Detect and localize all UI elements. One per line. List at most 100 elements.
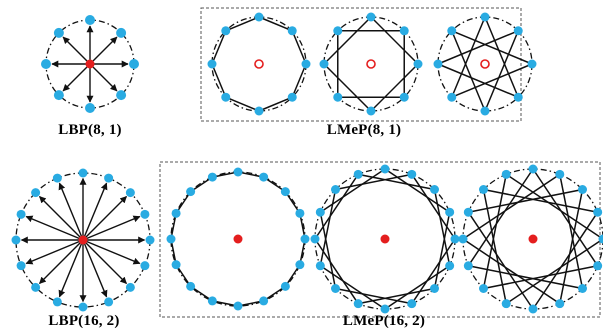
neighbor-dot xyxy=(145,235,155,245)
neighbor-dot xyxy=(104,173,114,183)
neighbor-dot xyxy=(333,92,343,102)
neighbor-dot xyxy=(429,283,439,293)
neighbor-link-line xyxy=(468,188,583,213)
neighbor-dot xyxy=(125,282,135,292)
neighbor-dot xyxy=(480,12,490,22)
neighbor-dot xyxy=(501,299,511,309)
lmep-16-2-step1-diagram xyxy=(166,167,310,311)
neighbor-dot xyxy=(140,261,150,271)
neighbor-link-line xyxy=(532,168,599,267)
neighbor-link-line xyxy=(505,238,603,305)
neighbor-dot xyxy=(577,185,587,195)
neighbor-link-line xyxy=(483,188,598,213)
neighbor-dot xyxy=(254,12,264,22)
neighbor-dot xyxy=(310,234,320,244)
neighbor-link-line xyxy=(462,238,561,305)
caption-lmep-16-2: LMeP(16, 2) xyxy=(342,313,426,329)
neighbor-dot xyxy=(447,26,457,36)
arrow-line xyxy=(82,239,127,284)
neighbor-dot xyxy=(445,207,455,217)
neighbor-dot xyxy=(221,26,231,36)
neighbor-dot xyxy=(53,90,64,101)
neighbor-dot xyxy=(463,207,473,217)
neighbor-dot xyxy=(366,106,376,116)
neighbor-link-line xyxy=(291,30,307,65)
neighbor-link-line xyxy=(211,30,227,65)
neighbor-dot xyxy=(116,27,127,38)
center-dot xyxy=(366,59,376,69)
neighbor-dot xyxy=(186,187,196,197)
neighbor-link-line xyxy=(467,168,534,267)
arrow-line xyxy=(58,182,84,241)
center-dot xyxy=(78,235,88,245)
neighbor-dot xyxy=(31,188,41,198)
neighbor-link-line xyxy=(467,211,534,310)
neighbor-dot xyxy=(598,234,603,244)
caption-lbp-8-1: LBP(8, 1) xyxy=(58,122,122,138)
arrow-line xyxy=(62,63,91,92)
neighbor-link-line xyxy=(319,212,337,289)
neighbor-dot xyxy=(259,296,269,306)
neighbor-dot xyxy=(116,90,127,101)
neighbor-dot xyxy=(129,59,139,69)
neighbor-dot xyxy=(407,169,417,179)
arrow-line xyxy=(82,196,127,241)
neighbor-link-line xyxy=(505,173,603,240)
neighbor-dot xyxy=(280,187,290,197)
neighbor-dot xyxy=(458,234,468,244)
neighbor-dot xyxy=(353,299,363,309)
neighbor-dot xyxy=(399,26,409,36)
neighbor-dot xyxy=(353,169,363,179)
neighbor-link-line xyxy=(225,96,260,112)
arrow-line xyxy=(82,239,141,265)
neighbor-dot xyxy=(11,235,21,245)
neighbor-dot xyxy=(16,209,26,219)
arrow-line xyxy=(62,36,91,65)
neighbor-dot xyxy=(16,261,26,271)
neighbor-dot xyxy=(85,15,95,25)
neighbor-link-line xyxy=(323,63,372,112)
center-dot xyxy=(233,234,243,244)
neighbor-dot xyxy=(301,59,311,69)
arrow-line xyxy=(39,239,84,284)
arrow-line xyxy=(58,239,84,298)
lmep-8-1-step1-diagram xyxy=(207,12,311,116)
neighbor-dot xyxy=(104,297,114,307)
neighbor-dot xyxy=(85,103,95,113)
neighbor-dot xyxy=(479,185,489,195)
neighbor-dot xyxy=(429,185,439,195)
neighbor-dot xyxy=(333,26,343,36)
neighbor-dot xyxy=(577,283,587,293)
lbp-16-2-diagram xyxy=(11,168,155,312)
neighbor-dot xyxy=(450,234,460,244)
neighbor-link-line xyxy=(291,63,307,98)
lmep-8-1-step3-diagram xyxy=(433,12,537,116)
center-dot xyxy=(380,234,390,244)
neighbor-link-line xyxy=(323,16,372,65)
neighbor-link-line xyxy=(370,16,419,65)
lmep-8-1-group-box xyxy=(200,7,522,122)
neighbor-dot xyxy=(315,207,325,217)
arrow-line xyxy=(89,36,118,65)
neighbor-dot xyxy=(125,188,135,198)
neighbor-dot xyxy=(41,59,51,69)
neighbor-link-line xyxy=(411,173,456,240)
neighbor-link-line xyxy=(411,238,456,305)
neighbor-dot xyxy=(295,260,305,270)
neighbor-link-line xyxy=(437,63,519,98)
neighbor-dot xyxy=(479,283,489,293)
neighbor-link-line xyxy=(358,287,435,305)
neighbor-dot xyxy=(287,92,297,102)
arrow-line xyxy=(89,63,118,92)
caption-lbp-16-2: LBP(16, 2) xyxy=(48,313,120,329)
neighbor-dot xyxy=(171,208,181,218)
neighbor-link-line xyxy=(484,16,519,98)
neighbor-dot xyxy=(593,207,603,217)
neighbor-link-line xyxy=(451,30,486,112)
neighbor-link-line xyxy=(314,238,359,305)
neighbor-dot xyxy=(527,59,537,69)
neighbor-dot xyxy=(52,173,62,183)
neighbor-link-line xyxy=(451,30,533,65)
neighbor-dot xyxy=(31,282,41,292)
